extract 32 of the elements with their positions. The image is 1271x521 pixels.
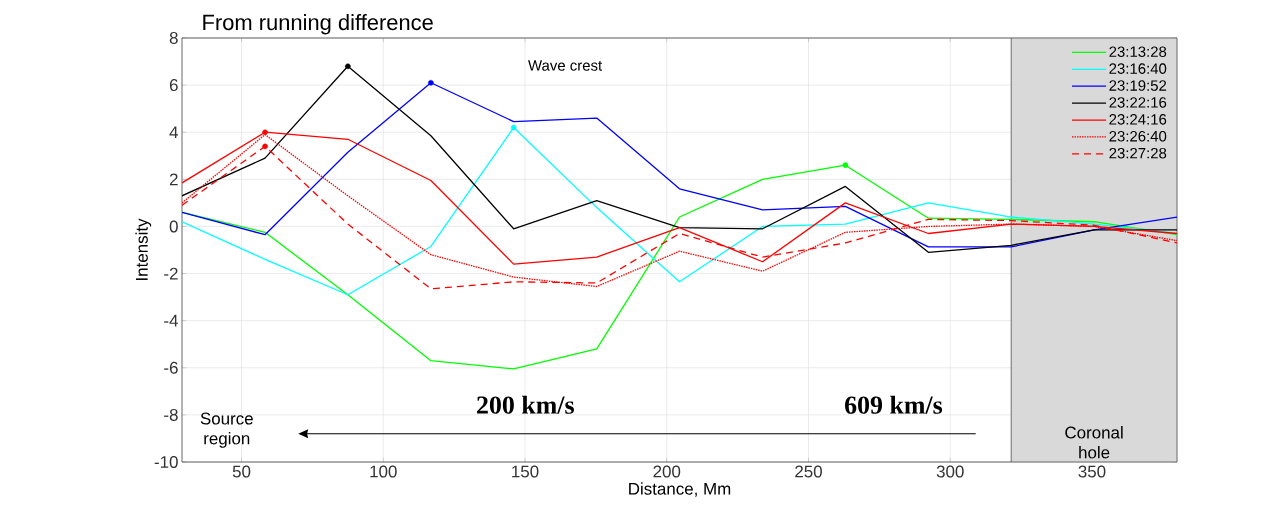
chart-title: From running difference	[203, 14, 433, 35]
y-axis-title: Intensity	[135, 218, 152, 280]
legend-label: 23:27:28	[1109, 147, 1167, 159]
x-tick-label: 50	[232, 465, 251, 478]
y-tick-label: 2	[169, 173, 178, 186]
annotation: Source region	[200, 412, 253, 448]
y-tick-label: 0	[169, 220, 178, 233]
x-tick-label: 100	[370, 465, 397, 478]
x-axis-title: Distance, Mm	[629, 482, 731, 497]
x-tick-label: 150	[512, 465, 539, 478]
legend-label: 23:26:40	[1109, 130, 1167, 142]
y-tick-label: -4	[164, 314, 178, 327]
y-tick-label: -6	[164, 361, 178, 374]
legend-label: 23:22:16	[1109, 97, 1167, 108]
annotation: Wave crest	[528, 60, 603, 71]
y-tick-label: 4	[169, 126, 178, 139]
y-tick-label: 8	[169, 32, 178, 44]
x-tick-label: 200	[653, 465, 681, 478]
x-tick-label: 250	[795, 465, 822, 478]
x-tick-label: 350	[1078, 465, 1106, 478]
annotation: 609 km/s	[845, 395, 943, 414]
y-tick-label: -8	[164, 408, 178, 421]
legend-label: 23:13:28	[1109, 46, 1167, 57]
y-tick-label: -10	[154, 456, 178, 468]
y-tick-label: 6	[169, 79, 178, 92]
annotation: 200 km/s	[477, 395, 574, 414]
y-tick-label: -2	[164, 267, 178, 280]
x-tick-label: 300	[936, 465, 964, 478]
legend-label: 23:19:52	[1109, 80, 1167, 91]
legend-label: 23:16:40	[1109, 63, 1167, 74]
legend-label: 23:24:16	[1109, 114, 1167, 125]
band-label: Coronal hole	[1065, 426, 1123, 459]
